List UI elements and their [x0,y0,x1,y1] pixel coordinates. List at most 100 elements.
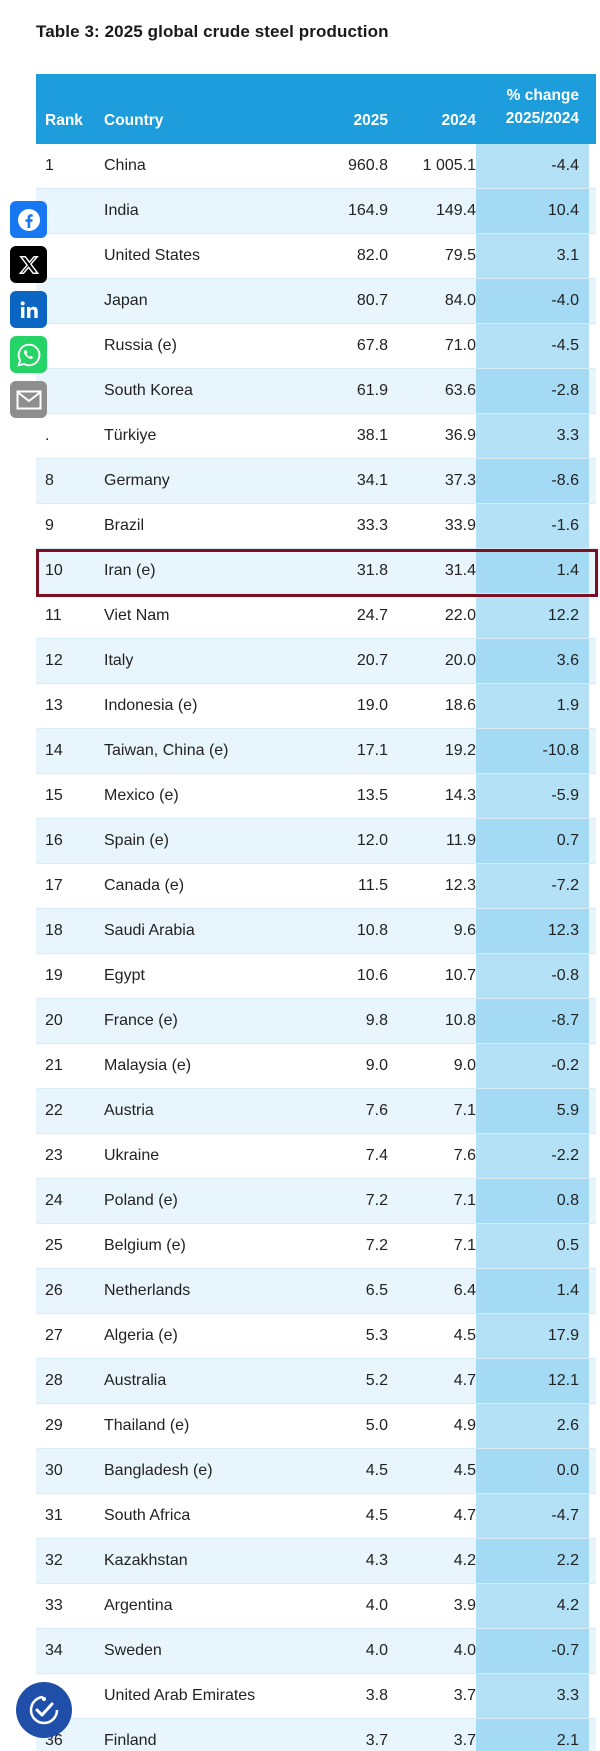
cell-rank: 18 [45,922,63,939]
cell-2024: 31.4 [444,562,476,579]
cell-percent-change: -8.7 [476,999,589,1043]
cell-2025: 12.0 [356,832,388,849]
cell-2024: 12.3 [444,877,476,894]
cell-percent-change: -5.9 [476,774,589,818]
cell-2025: 33.3 [356,517,388,534]
cell-country: Netherlands [104,1282,191,1299]
table-header: Rank Country 2025 2024 % change 2025/202… [36,74,596,144]
cell-2025: 4.5 [365,1462,388,1479]
cell-2025: 3.8 [365,1687,388,1704]
cell-country: Mexico (e) [104,787,179,804]
cell-2024: 4.5 [453,1327,476,1344]
table-row: 16 Spain (e) 12.0 11.9 0.7 [36,819,596,864]
table-row: 33 Argentina 4.0 3.9 4.2 [36,1584,596,1629]
cell-2025: 4.3 [365,1552,388,1569]
cell-rank: 17 [45,877,63,894]
cell-rank: 11 [45,607,62,624]
cell-percent-change: 0.7 [476,819,589,863]
cell-2025: 164.9 [347,202,388,219]
cell-country: Taiwan, China (e) [104,742,229,759]
table-row: 30 Bangladesh (e) 4.5 4.5 0.0 [36,1449,596,1494]
cell-2025: 7.6 [365,1102,388,1119]
cell-percent-change: 12.3 [476,909,589,953]
cell-percent-change: 10.4 [476,189,589,233]
cell-percent-change: 12.2 [476,594,589,638]
facebook-share-button[interactable] [10,201,47,238]
cell-2025: 9.0 [365,1057,388,1074]
cell-percent-change: 3.6 [476,639,589,683]
table-row: 23 Ukraine 7.4 7.6 -2.2 [36,1134,596,1179]
cell-2025: 24.7 [356,607,388,624]
cell-2025: 5.2 [365,1372,388,1389]
x-icon [18,255,39,274]
table-row: 8 Germany 34.1 37.3 -8.6 [36,459,596,504]
table-row: India 164.9 149.4 10.4 [36,189,596,234]
cell-rank: 19 [45,967,63,984]
cell-country: Belgium (e) [104,1237,186,1254]
cell-2025: 10.8 [356,922,388,939]
cell-rank: 9 [45,517,54,534]
cell-2024: 18.6 [444,697,476,714]
cell-rank: 21 [45,1057,63,1074]
cell-rank: 13 [45,697,63,714]
table-row: Japan 80.7 84.0 -4.0 [36,279,596,324]
header-change-line2: 2025/2024 [505,110,579,127]
whatsapp-share-button[interactable] [10,336,47,373]
cell-percent-change: 3.1 [476,234,589,278]
cell-2025: 4.5 [365,1507,388,1524]
email-icon [16,390,41,409]
cell-2024: 4.2 [453,1552,476,1569]
cell-country: Spain (e) [104,832,169,849]
table-row: 17 Canada (e) 11.5 12.3 -7.2 [36,864,596,909]
cell-2025: 82.0 [356,247,388,264]
cell-2025: 20.7 [356,652,388,669]
cell-2024: 3.7 [453,1732,476,1749]
accessibility-button[interactable] [16,1682,72,1738]
cell-percent-change: 2.6 [476,1404,589,1448]
cell-rank: 10 [45,562,63,579]
share-bar [10,201,48,426]
cell-percent-change: 12.1 [476,1359,589,1403]
cell-percent-change: -4.5 [476,324,589,368]
cell-country: Bangladesh (e) [104,1462,213,1479]
cell-country: Italy [104,652,134,669]
cell-country: Viet Nam [104,607,170,624]
cell-percent-change: 5.9 [476,1089,589,1133]
cell-rank: 15 [45,787,63,804]
cell-country: India [104,202,139,219]
table-row: 28 Australia 5.2 4.7 12.1 [36,1359,596,1404]
table-row: United Arab Emirates 3.8 3.7 3.3 [36,1674,596,1719]
cell-percent-change: -4.7 [476,1494,589,1538]
cell-country: United States [104,247,201,264]
x-share-button[interactable] [10,246,47,283]
email-share-button[interactable] [10,381,47,418]
cell-country: Brazil [104,517,145,534]
table-row: . Türkiye 38.1 36.9 3.3 [36,414,596,459]
header-2025: 2025 [353,112,388,129]
cell-country: Türkiye [104,427,157,444]
header-change-line1: % change [506,87,579,104]
cell-country: Thailand (e) [104,1417,190,1434]
cell-percent-change: -0.8 [476,954,589,998]
cell-percent-change: 4.2 [476,1584,589,1628]
cell-rank: . [45,427,50,444]
table-title: Table 3: 2025 global crude steel product… [36,22,389,41]
cell-2025: 19.0 [356,697,388,714]
facebook-icon [17,208,40,231]
cell-country: Japan [104,292,148,309]
steel-production-table: Rank Country 2025 2024 % change 2025/202… [36,74,596,1751]
cell-2025: 4.0 [365,1642,388,1659]
table-row: 25 Belgium (e) 7.2 7.1 0.5 [36,1224,596,1269]
cell-country: South Korea [104,382,193,399]
cell-percent-change: 17.9 [476,1314,589,1358]
cell-percent-change: -2.8 [476,369,589,413]
cell-rank: 14 [45,742,63,759]
cell-2024: 7.1 [453,1237,476,1254]
cell-2024: 9.6 [453,922,476,939]
table-body: 1 China 960.8 1 005.1 -4.4 India 164.9 149.4 10.… [36,144,596,1751]
cell-2024: 71.0 [444,337,476,354]
cell-country: South Africa [104,1507,191,1524]
table-row: 31 South Africa 4.5 4.7 -4.7 [36,1494,596,1539]
linkedin-share-button[interactable] [10,291,47,328]
cell-country: Germany [104,472,170,489]
